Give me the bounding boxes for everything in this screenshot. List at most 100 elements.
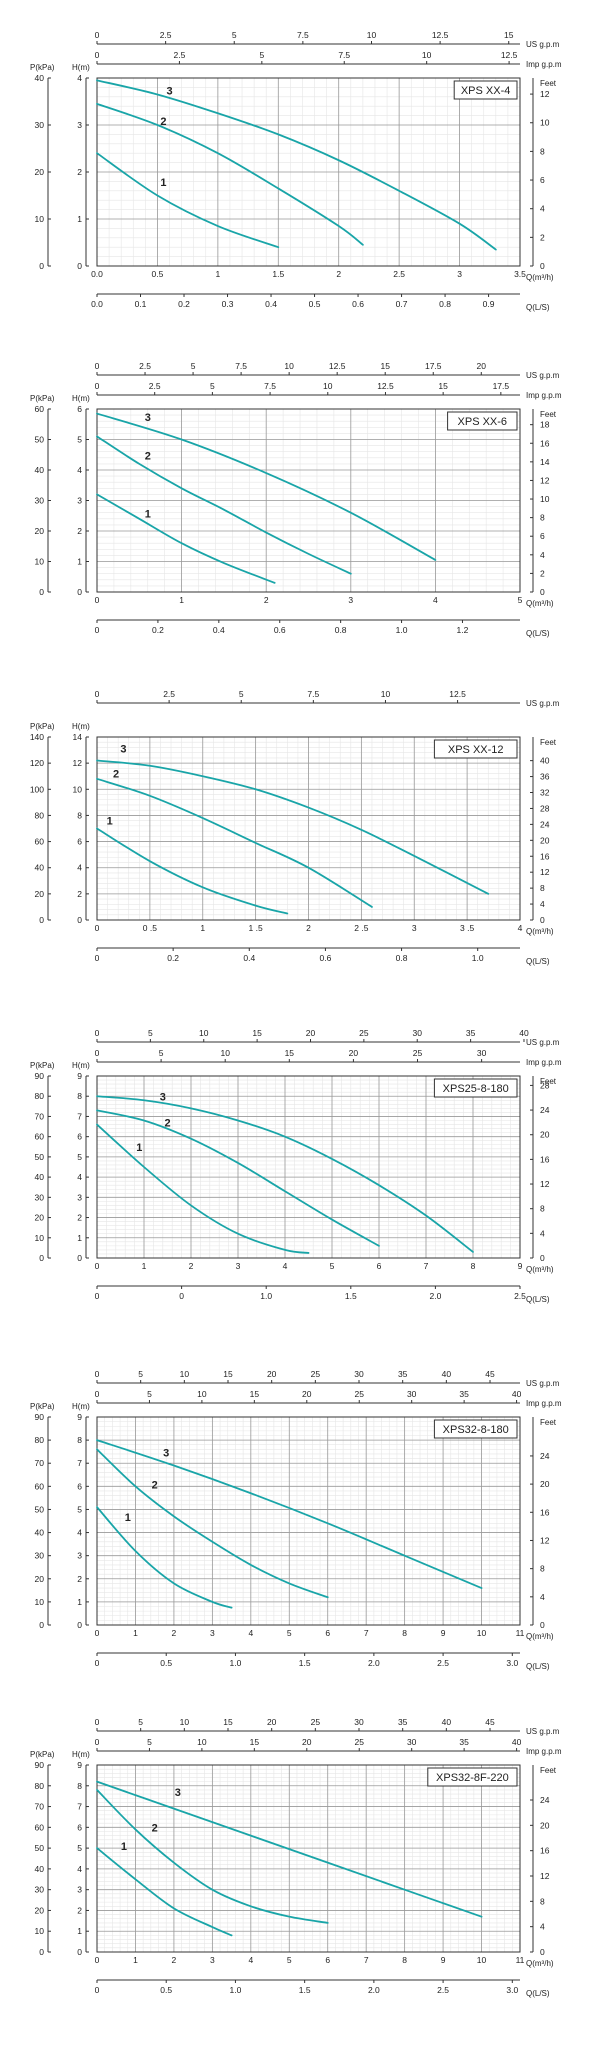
flow-tick-label: 5	[287, 1628, 292, 1638]
pressure-tick-label: 10	[35, 1233, 45, 1243]
pressure-tick-label: 10	[35, 557, 45, 567]
ls-axis-label: Q(L/S)	[526, 1989, 550, 1998]
ls-tick-label: 0.2	[167, 953, 179, 963]
gpm-tick-label: 20	[302, 1389, 312, 1399]
head-tick-label: 14	[73, 732, 83, 742]
pressure-tick-label: 60	[35, 404, 45, 414]
speed-label-3: 3	[166, 85, 172, 97]
speed-curve-3	[96, 79, 497, 251]
gpm-tick-label: 45	[485, 1370, 495, 1379]
flow-axis-label: Q(m³/h)	[526, 1265, 554, 1274]
flow-tick-label: 3	[236, 1261, 241, 1271]
flow-tick-label: 6	[377, 1261, 382, 1271]
head-tick-label: 7	[77, 1802, 82, 1812]
gpm-tick-label: 15	[223, 1717, 233, 1727]
head-axis-label: H(m)	[72, 1402, 90, 1411]
feet-tick-label: 8	[540, 883, 545, 893]
head-tick-label: 6	[77, 404, 82, 414]
gpm-tick-label: 20	[306, 1030, 316, 1038]
pressure-tick-label: 120	[30, 758, 44, 768]
ls-axis-label: Q(L/S)	[526, 1662, 550, 1671]
speed-label-1: 1	[121, 1841, 127, 1853]
pressure-tick-label: 20	[35, 167, 45, 177]
feet-tick-label: 12	[540, 1179, 550, 1189]
pressure-tick-label: 90	[35, 1412, 45, 1422]
gpm-tick-label: 5	[147, 1389, 152, 1399]
head-tick-label: 6	[77, 1132, 82, 1142]
gpm-tick-label: 40	[512, 1389, 522, 1399]
ls-tick-label: 0.6	[352, 299, 364, 309]
flow-tick-label: 3	[348, 595, 353, 605]
minor-grid	[96, 1764, 521, 1953]
feet-tick-label: 8	[540, 1204, 545, 1214]
head-tick-label: 3	[77, 120, 82, 130]
gpm-tick-label: 10	[180, 1717, 190, 1727]
gpm-tick-label: 5	[159, 1048, 164, 1058]
pressure-tick-label: 50	[35, 1504, 45, 1514]
gpm-tick-label: 10	[220, 1048, 230, 1058]
flow-tick-label: 1 .5	[249, 923, 263, 933]
ls-tick-label: 0.2	[152, 625, 164, 635]
flow-tick-label: 3	[412, 923, 417, 933]
feet-tick-label: 20	[540, 1479, 550, 1489]
ls-tick-label: 0.6	[274, 625, 286, 635]
speed-curve-1	[96, 493, 276, 584]
ls-axis-label: Q(L/S)	[526, 1295, 550, 1304]
gpm-tick-label: 10	[197, 1389, 207, 1399]
speed-label-2: 2	[160, 116, 166, 128]
flow-tick-label: 2	[189, 1261, 194, 1271]
speed-curve-3	[96, 1439, 483, 1589]
speed-curve-3	[96, 1095, 474, 1253]
feet-tick-label: 0	[540, 261, 545, 271]
ls-tick-label: 0.4	[243, 953, 255, 963]
flow-tick-label: 2.5	[393, 269, 405, 279]
gpm-tick-label: 12.5	[449, 690, 466, 699]
ls-tick-label: 0.2	[178, 299, 190, 309]
head-tick-label: 4	[77, 73, 82, 83]
gpm-tick-label: 10	[199, 1030, 209, 1038]
gpm-tick-label: 5	[148, 1030, 153, 1038]
gpm-tick-label: 5	[138, 1717, 143, 1727]
speed-label-3: 3	[160, 1091, 166, 1103]
head-tick-label: 1	[77, 557, 82, 567]
feet-tick-label: 0	[540, 1947, 545, 1957]
gpm-axis-label: US g.p.m	[526, 1379, 560, 1388]
plot-frame	[96, 1075, 521, 1259]
flow-tick-label: 0.5	[152, 269, 164, 279]
gpm-axis-label: Imp g.p.m	[526, 1058, 562, 1067]
speed-label-3: 3	[145, 412, 151, 424]
gpm-tick-label: 2.5	[139, 361, 151, 371]
gpm-tick-label: 0	[95, 1370, 100, 1379]
pressure-tick-label: 80	[35, 1781, 45, 1791]
pressure-tick-label: 80	[35, 810, 45, 820]
feet-tick-label: 12	[540, 475, 550, 485]
ls-axis-label: Q(L/S)	[526, 629, 550, 638]
flow-tick-label: 4	[248, 1955, 253, 1965]
flow-tick-label: 8	[471, 1261, 476, 1271]
ls-tick-label: 3.0	[506, 1985, 518, 1995]
head-tick-label: 1	[77, 1597, 82, 1607]
feet-tick-label: 14	[540, 457, 550, 467]
gpm-axis-label: US g.p.m	[526, 1727, 560, 1736]
gpm-tick-label: 10	[422, 50, 432, 60]
speed-curve-1	[96, 1506, 233, 1609]
head-axis-label: H(m)	[72, 722, 90, 731]
flow-tick-label: 8	[402, 1955, 407, 1965]
speed-label-1: 1	[160, 177, 166, 189]
model-box	[453, 80, 518, 100]
flow-tick-label: 3	[210, 1955, 215, 1965]
speed-curve-3	[96, 759, 490, 895]
pressure-tick-label: 40	[35, 1172, 45, 1182]
gpm-tick-label: 25	[355, 1389, 365, 1399]
feet-tick-label: 10	[540, 494, 550, 504]
ls-tick-label: 0.6	[320, 953, 332, 963]
ls-tick-label: 1.5	[345, 1291, 357, 1301]
gpm-tick-label: 7.5	[338, 50, 350, 60]
ls-tick-label: 1.2	[457, 625, 469, 635]
flow-tick-label: 11	[516, 1628, 525, 1638]
head-tick-label: 2	[77, 167, 82, 177]
pressure-tick-label: 50	[35, 1843, 45, 1853]
pressure-tick-label: 10	[35, 1597, 45, 1607]
pressure-tick-label: 10	[35, 214, 45, 224]
gpm-tick-label: 15	[250, 1737, 260, 1747]
